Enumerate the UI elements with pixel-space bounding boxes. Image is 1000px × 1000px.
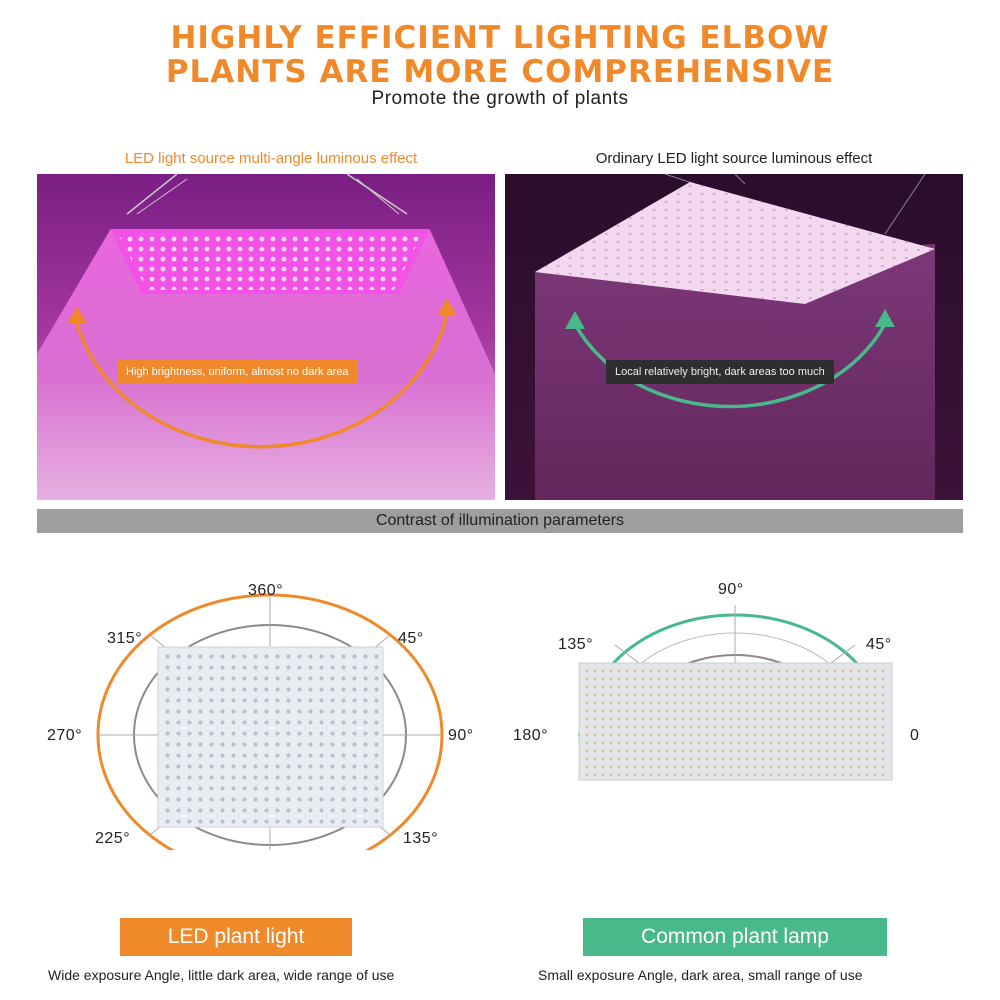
left-callout: High brightness, uniform, almost no dark… (117, 360, 358, 384)
angle-90-label-right: 90° (718, 581, 744, 598)
led-plant-light-label: LED plant light (120, 918, 352, 956)
angle-0-label-right: 0 (910, 727, 920, 744)
right-callout: Local relatively bright, dark areas too … (606, 360, 834, 384)
common-description: Small exposure Angle, dark area, small r… (538, 967, 863, 983)
ordinary-light-photo (505, 174, 963, 500)
led-light-photo (37, 174, 495, 500)
subtitle: Promote the growth of plants (371, 88, 629, 109)
angle-315-label: 315° (107, 630, 143, 647)
angle-225-label: 225° (95, 830, 131, 847)
angle-45-label: 45° (398, 630, 424, 647)
left-panel-caption: LED light source multi-angle luminous ef… (124, 150, 418, 167)
angle-90-label: 90° (448, 727, 474, 744)
ordinary-light-illustration (505, 174, 963, 500)
headline-line-1: HIGHLY EFFICIENT LIGHTING ELBOW (170, 20, 830, 56)
angle-45-label-right: 45° (866, 636, 892, 653)
right-panel-caption: Ordinary LED light source luminous effec… (595, 150, 873, 167)
led-light-illustration (37, 174, 495, 500)
headline-line-2: PLANTS ARE MORE COMPREHENSIVE (165, 54, 835, 90)
angle-180-label-right: 180° (513, 727, 549, 744)
contrast-bar: Contrast of illumination parameters (37, 509, 963, 533)
angle-135-label-right: 135° (558, 636, 594, 653)
common-panel-grid (580, 664, 890, 779)
angle-135-label: 135° (403, 830, 439, 847)
led-description: Wide exposure Angle, little dark area, w… (48, 967, 395, 983)
angle-360-label: 360° (248, 582, 284, 599)
led-panel-grid (158, 647, 383, 827)
common-plant-lamp-label: Common plant lamp (583, 918, 887, 956)
angle-270-label: 270° (47, 727, 83, 744)
